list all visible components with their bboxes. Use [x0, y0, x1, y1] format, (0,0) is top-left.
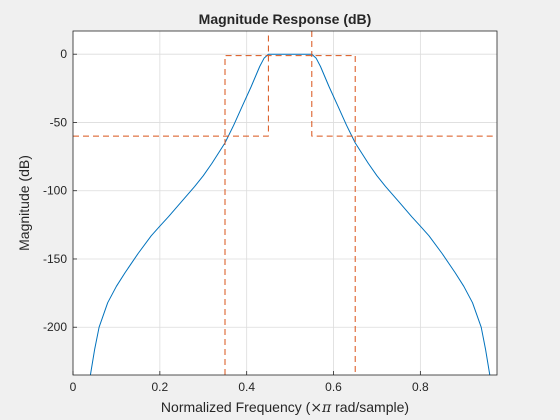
spec-mask-line — [73, 31, 269, 137]
y-axis-label: Magnitude (dB) — [16, 155, 32, 251]
y-tick-label: -150 — [43, 252, 67, 266]
x-axis-label-prefix: Normalized Frequency ( — [161, 399, 311, 415]
axes-box — [72, 30, 498, 376]
x-tick-label: 0.4 — [238, 380, 255, 394]
spec-mask-line — [311, 31, 497, 137]
x-tick-label: 0.6 — [325, 380, 342, 394]
axes-background — [73, 31, 497, 375]
x-tick-label: 0.2 — [151, 380, 168, 394]
x-axis-label-suffix: rad/sample) — [331, 399, 409, 415]
chart-title: Magnitude Response (dB) — [199, 11, 372, 27]
x-tick-label: 0.8 — [412, 380, 429, 394]
y-tick-label: -200 — [43, 320, 67, 334]
y-tick-label: -100 — [43, 184, 67, 198]
y-tick-label: 0 — [60, 47, 67, 61]
magnitude-response-line — [89, 53, 491, 376]
x-tick-label: 0 — [70, 380, 77, 394]
ticks: 0 0.2 0.4 0.6 0.8 0 -50 -100 -150 -200 — [43, 47, 429, 394]
spec-mask-line — [224, 55, 356, 375]
y-tick-label: -50 — [50, 115, 68, 129]
x-axis-label: Normalized Frequency (×π rad/sample) — [161, 399, 409, 416]
x-axis-label-times-pi: ×π — [310, 400, 332, 416]
plot-series — [73, 31, 497, 376]
